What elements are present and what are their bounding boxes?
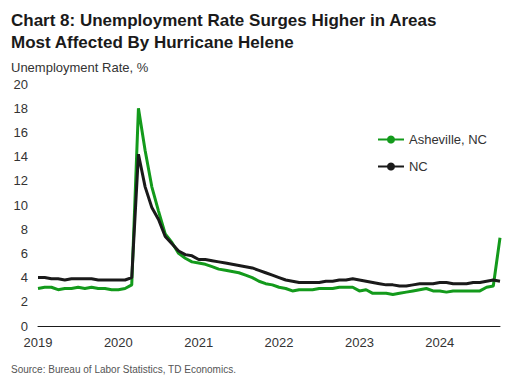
svg-text:2020: 2020 (104, 335, 133, 350)
svg-text:6: 6 (21, 246, 28, 261)
svg-text:2: 2 (21, 294, 28, 309)
svg-text:20: 20 (14, 77, 28, 92)
svg-text:4: 4 (21, 270, 28, 285)
svg-text:Most Affected By Hurricane Hel: Most Affected By Hurricane Helene (11, 33, 294, 52)
svg-text:18: 18 (14, 101, 28, 116)
svg-text:2023: 2023 (345, 335, 374, 350)
svg-text:Chart 8: Unemployment Rate Sur: Chart 8: Unemployment Rate Surges Higher… (11, 11, 441, 30)
svg-text:2019: 2019 (24, 335, 53, 350)
svg-text:Source: Bureau of Labor Statis: Source: Bureau of Labor Statistics, TD E… (11, 364, 236, 375)
svg-text:NC: NC (409, 159, 428, 174)
svg-text:Asheville, NC: Asheville, NC (409, 132, 487, 147)
svg-text:Unemployment Rate, %: Unemployment Rate, % (11, 60, 149, 75)
svg-text:10: 10 (14, 198, 28, 213)
svg-text:2021: 2021 (184, 335, 213, 350)
svg-text:8: 8 (21, 222, 28, 237)
svg-text:16: 16 (14, 125, 28, 140)
svg-text:0: 0 (21, 319, 28, 334)
svg-text:2022: 2022 (265, 335, 294, 350)
svg-text:14: 14 (14, 149, 28, 164)
svg-text:12: 12 (14, 173, 28, 188)
svg-text:2024: 2024 (425, 335, 454, 350)
